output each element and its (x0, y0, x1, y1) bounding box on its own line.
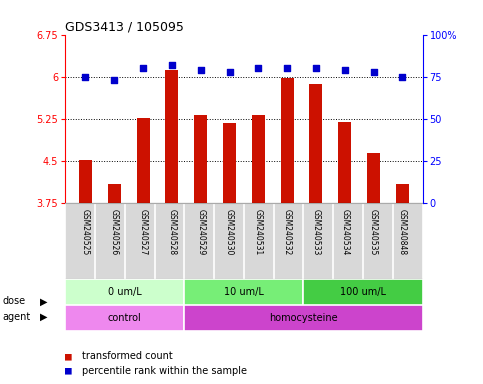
Point (226, 69, 233, 75)
Bar (108, 184, 121, 204)
Bar (396, 184, 409, 204)
Text: agent: agent (2, 312, 30, 322)
Text: GSM240848: GSM240848 (398, 210, 407, 256)
Point (82, 74, 89, 80)
Bar (338, 122, 351, 204)
Text: 0 um/L: 0 um/L (108, 287, 142, 297)
Bar (367, 153, 380, 204)
Bar (281, 78, 294, 204)
Bar (79, 160, 92, 204)
Point (370, 69, 378, 75)
Bar (194, 115, 207, 204)
Text: GSM240526: GSM240526 (110, 210, 119, 256)
Text: GDS3413 / 105095: GDS3413 / 105095 (65, 20, 184, 33)
Point (341, 67, 349, 73)
Point (168, 62, 176, 68)
Text: ■: ■ (65, 351, 79, 361)
Text: homocysteine: homocysteine (269, 313, 338, 323)
Text: ▶: ▶ (40, 296, 48, 306)
Bar (185, 305, 423, 331)
Bar (65, 305, 185, 331)
Point (110, 77, 118, 83)
Text: transformed count: transformed count (82, 351, 173, 361)
Bar (310, 84, 323, 204)
Bar (165, 70, 178, 204)
Text: GSM240530: GSM240530 (225, 210, 234, 256)
Text: 100 um/L: 100 um/L (340, 287, 386, 297)
Bar (185, 278, 303, 305)
Bar (223, 123, 236, 204)
Bar (252, 115, 265, 204)
Point (255, 65, 262, 71)
Text: percentile rank within the sample: percentile rank within the sample (82, 366, 247, 376)
Text: GSM240533: GSM240533 (312, 210, 321, 256)
Point (312, 65, 320, 71)
Text: control: control (108, 313, 142, 323)
Text: GSM240534: GSM240534 (341, 210, 349, 256)
Text: 10 um/L: 10 um/L (224, 287, 264, 297)
Text: GSM240528: GSM240528 (167, 210, 176, 256)
Text: GSM240527: GSM240527 (139, 210, 147, 256)
Point (139, 65, 147, 71)
Point (197, 67, 204, 73)
Text: ▶: ▶ (40, 312, 48, 322)
Text: GSM240529: GSM240529 (196, 210, 205, 256)
Text: GSM240532: GSM240532 (283, 210, 292, 256)
Bar (65, 278, 185, 305)
Point (284, 65, 291, 71)
Text: ■: ■ (65, 366, 79, 376)
Text: GSM240525: GSM240525 (81, 210, 90, 256)
Bar (303, 278, 423, 305)
Bar (137, 118, 150, 204)
Text: GSM240531: GSM240531 (254, 210, 263, 256)
Text: GSM240535: GSM240535 (369, 210, 378, 256)
Point (398, 74, 406, 80)
Text: dose: dose (2, 296, 26, 306)
